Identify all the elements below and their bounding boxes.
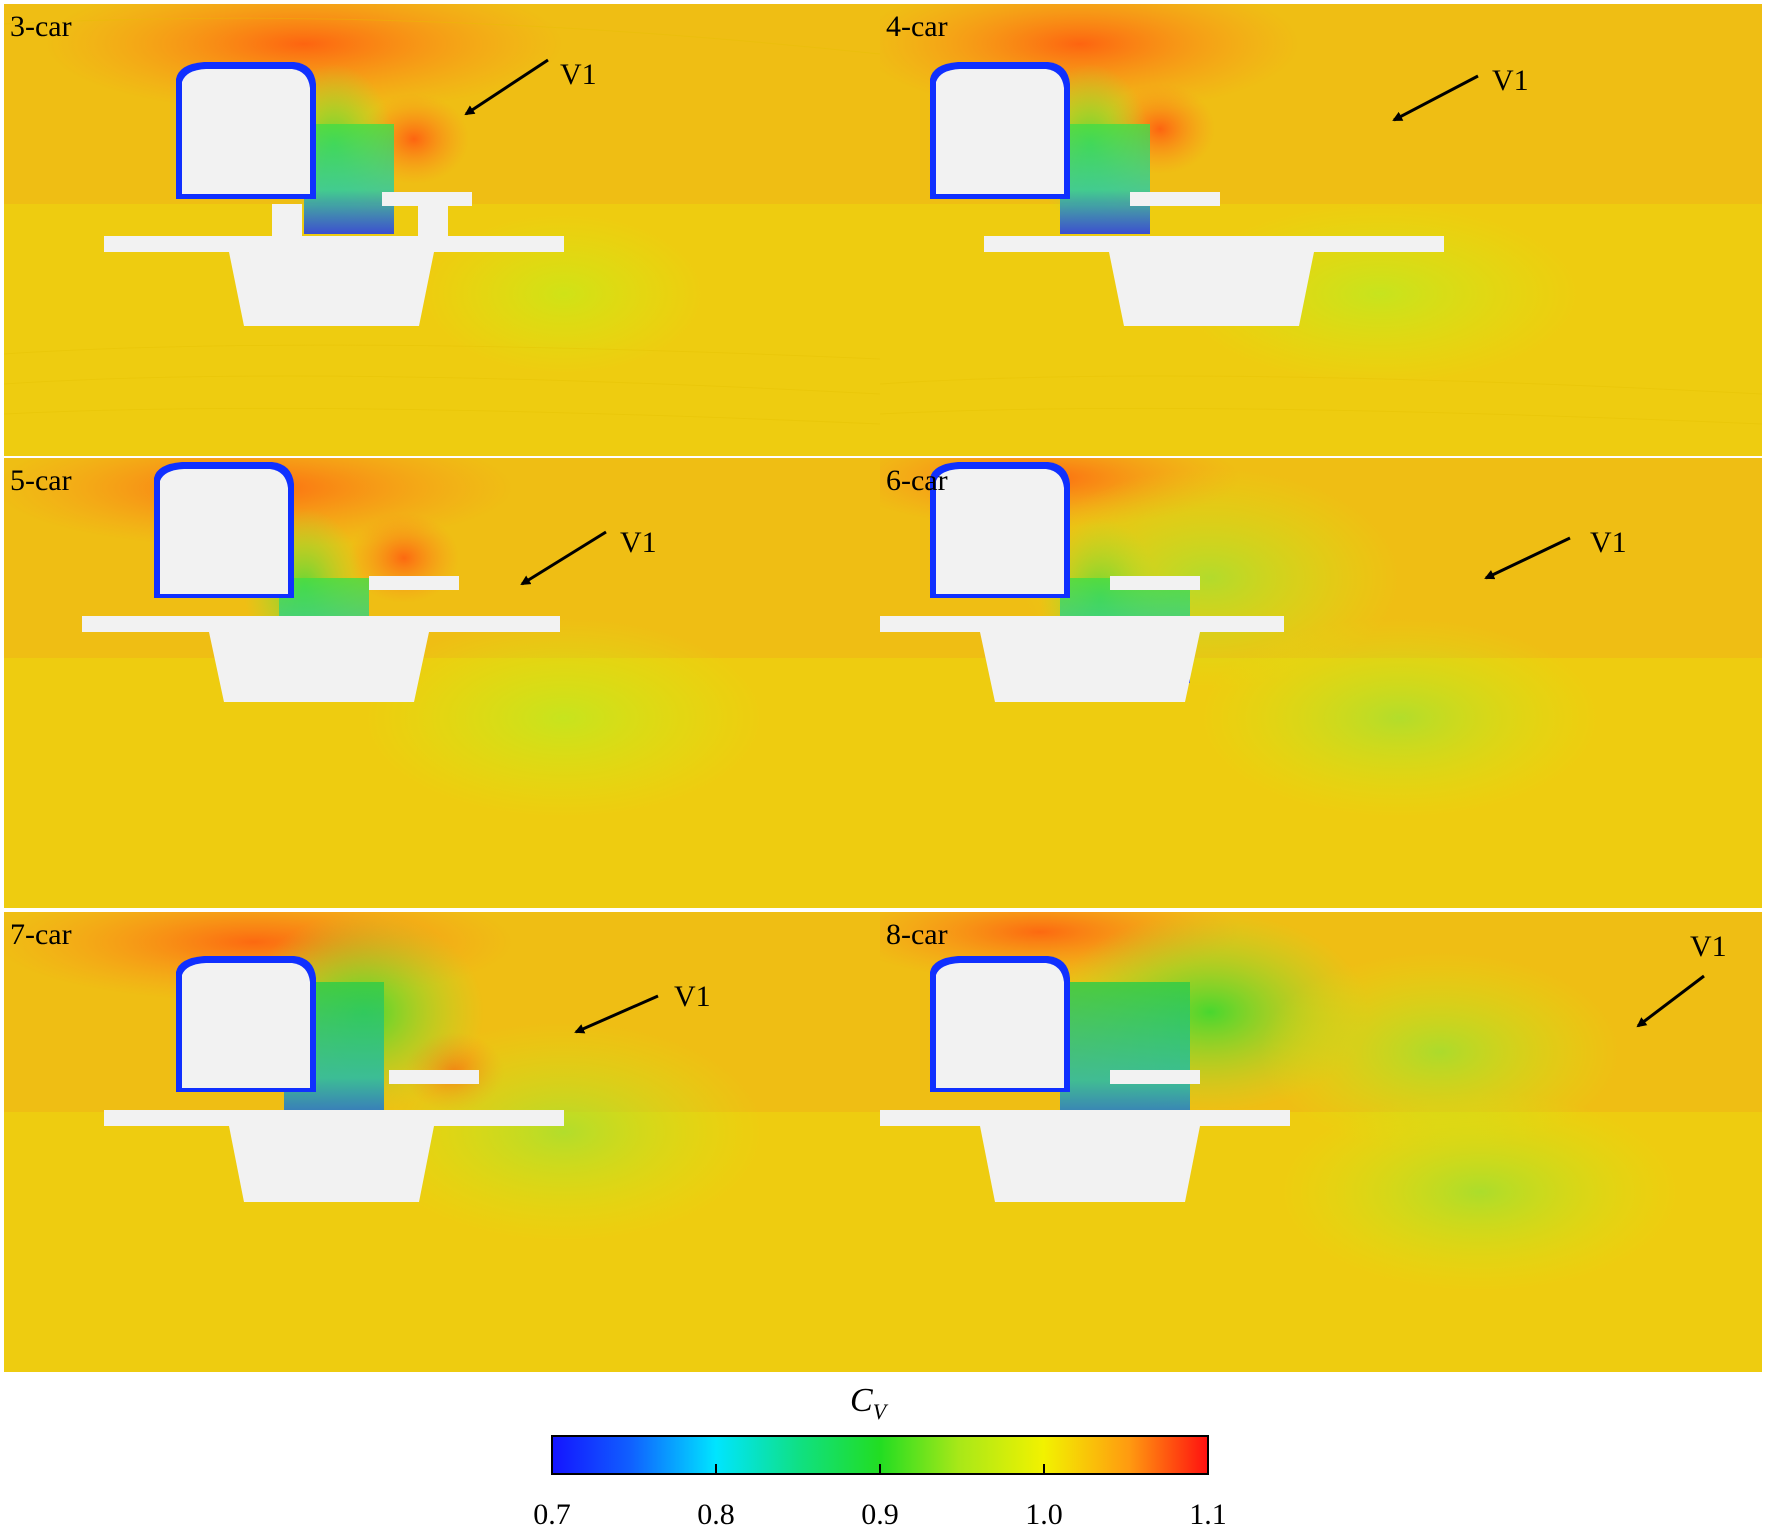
panel-label: 3-car <box>10 10 72 43</box>
colorbar-tick-label: 0.9 <box>861 1498 899 1531</box>
colorbar-title: CV <box>850 1382 887 1424</box>
panel-label: 6-car <box>886 464 948 497</box>
flow-field-8-car <box>880 912 1762 1372</box>
vortex-label: V1 <box>674 980 711 1013</box>
panel-label: 8-car <box>886 918 948 951</box>
colorbar-gradient <box>551 1435 1209 1475</box>
colorbar-tick-label: 1.1 <box>1189 1498 1227 1531</box>
flow-field-5-car <box>4 458 880 908</box>
flow-field-6-car <box>880 458 1762 908</box>
panel-label: 5-car <box>10 464 72 497</box>
vortex-label: V1 <box>1492 64 1529 97</box>
flow-field-3-car <box>4 4 880 456</box>
flow-field-4-car <box>880 4 1762 456</box>
colorbar-tick-label: 1.0 <box>1025 1498 1063 1531</box>
panel-4-car: 4-car <box>880 4 1762 456</box>
panel-3-car: 3-car <box>4 4 880 456</box>
colorbar-ticks <box>715 1464 1045 1474</box>
vortex-label: V1 <box>560 58 597 91</box>
vortex-label: V1 <box>620 526 657 559</box>
panel-5-car: 5-car <box>4 458 880 908</box>
colorbar-tick-label: 0.7 <box>533 1498 571 1531</box>
vortex-label: V1 <box>1590 526 1627 559</box>
panel-8-car: 8-car <box>880 912 1762 1372</box>
panel-7-car: 7-car <box>4 912 880 1372</box>
vortex-label: V1 <box>1690 930 1727 963</box>
colorbar-tick-label: 0.8 <box>697 1498 735 1531</box>
panel-label: 7-car <box>10 918 72 951</box>
panel-label: 4-car <box>886 10 948 43</box>
flow-field-7-car <box>4 912 880 1372</box>
panel-6-car: 6-car <box>880 458 1762 908</box>
